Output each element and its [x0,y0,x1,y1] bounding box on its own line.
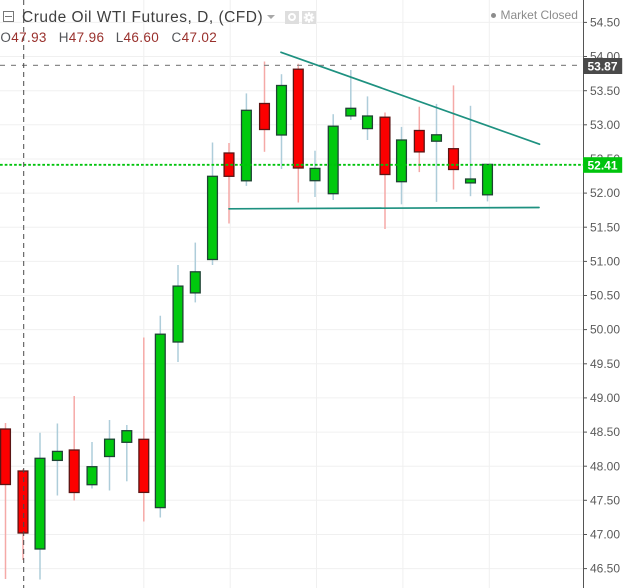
svg-text:53.87: 53.87 [587,59,617,73]
svg-text:54.50: 54.50 [590,16,620,30]
svg-text:47.00: 47.00 [590,528,620,542]
svg-text:53.50: 53.50 [590,84,620,98]
svg-text:50.00: 50.00 [590,323,620,337]
svg-text:50.50: 50.50 [590,289,620,303]
svg-text:53.00: 53.00 [590,118,620,132]
svg-text:51.00: 51.00 [590,255,620,269]
svg-text:49.00: 49.00 [590,391,620,405]
svg-text:48.50: 48.50 [590,425,620,439]
svg-text:51.50: 51.50 [590,220,620,234]
svg-text:52.41: 52.41 [587,158,617,172]
svg-text:48.00: 48.00 [590,459,620,473]
svg-text:46.50: 46.50 [590,562,620,576]
svg-text:49.50: 49.50 [590,357,620,371]
svg-text:47.50: 47.50 [590,493,620,507]
svg-text:52.00: 52.00 [590,186,620,200]
